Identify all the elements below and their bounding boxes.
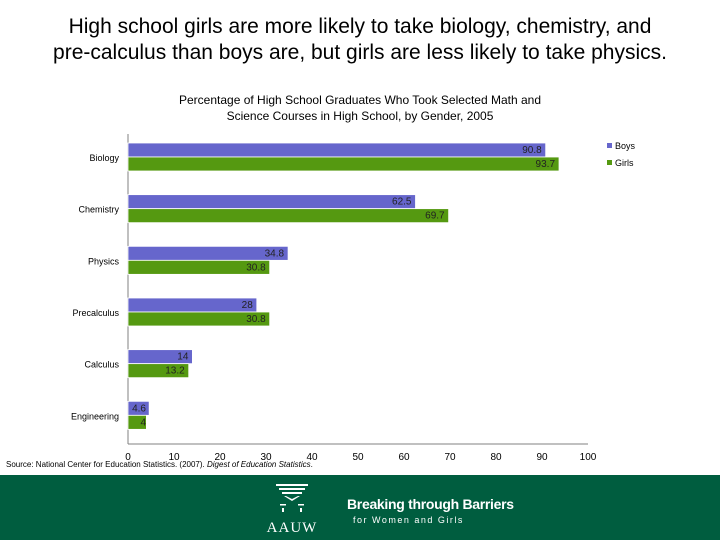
x-tick-label: 20 <box>214 452 226 463</box>
source-italic: Digest of Education Statistics <box>207 460 311 469</box>
category-label-chemistry: Chemistry <box>78 205 119 215</box>
bar-girls-chemistry <box>127 208 450 224</box>
aauw-emblem-icon <box>276 484 308 512</box>
x-tick-label: 40 <box>306 452 318 463</box>
legend-label-boys: Boys <box>615 141 636 151</box>
plot-area: 0 10 20 30 40 50 60 70 80 90 100 Biology 90.8 93.7 Che… <box>71 134 597 463</box>
bar-girls-precalculus <box>127 311 271 327</box>
x-tick-label: 60 <box>398 452 410 463</box>
tagline-main: Breaking through Barriers <box>347 496 514 512</box>
legend-label-girls: Girls <box>615 158 634 168</box>
bar-boys-chemistry <box>127 194 416 210</box>
x-tick-label: 0 <box>125 452 131 463</box>
bar-boys-biology <box>127 142 547 158</box>
bar-girls-engineering <box>127 414 147 430</box>
data-label-boys-calculus: 14 <box>177 352 189 363</box>
data-label-girls-calculus: 13.2 <box>165 366 185 377</box>
x-tick-label: 10 <box>168 452 180 463</box>
tagline-sub: for Women and Girls <box>353 515 464 525</box>
x-tick-label: 30 <box>260 452 272 463</box>
x-tick-label: 50 <box>352 452 364 463</box>
bar-boys-precalculus <box>127 297 258 313</box>
category-label-precalculus: Precalculus <box>72 308 119 318</box>
aauw-logo: AAUW <box>262 482 322 537</box>
x-tick-label: 100 <box>580 452 597 463</box>
data-label-girls-engineering: 4 <box>140 417 146 428</box>
source-prefix: Source: National Center for Education St… <box>6 460 207 469</box>
legend-swatch-girls <box>607 160 612 165</box>
x-tick-label: 80 <box>490 452 502 463</box>
chart-title: Percentage of High School Graduates Who … <box>179 93 541 123</box>
source-note: Source: National Center for Education St… <box>6 460 313 469</box>
category-label-calculus: Calculus <box>84 360 119 370</box>
data-label-girls-physics: 30.8 <box>246 262 266 273</box>
footer-banner <box>0 475 720 540</box>
bar-girls-biology <box>127 156 560 172</box>
bar-chart: 0 10 20 30 40 50 60 70 80 90 100 Biology 90.8 93.7 Che… <box>71 134 636 463</box>
data-label-boys-biology: 90.8 <box>522 145 542 156</box>
data-label-girls-chemistry: 69.7 <box>425 211 445 222</box>
data-label-boys-engineering: 4.6 <box>132 403 146 414</box>
logo-text: AAUW <box>266 520 318 536</box>
data-label-girls-biology: 93.7 <box>536 159 556 170</box>
category-label-physics: Physics <box>88 256 120 266</box>
chart-legend: Boys Girls <box>607 141 636 168</box>
x-tick-label: 70 <box>444 452 456 463</box>
x-tick-label: 90 <box>536 452 548 463</box>
bar-girls-physics <box>127 259 271 275</box>
category-label-engineering: Engineering <box>71 411 119 421</box>
data-label-boys-chemistry: 62.5 <box>392 197 412 208</box>
data-label-girls-precalculus: 30.8 <box>246 314 266 325</box>
slide-title: High school girls are more likely to tak… <box>53 15 667 64</box>
data-label-boys-physics: 34.8 <box>265 248 285 259</box>
legend-swatch-boys <box>607 143 612 148</box>
source-suffix: . <box>310 460 313 469</box>
data-label-boys-precalculus: 28 <box>242 300 254 311</box>
category-label-biology: Biology <box>89 153 119 163</box>
bar-girls-calculus <box>127 363 190 379</box>
